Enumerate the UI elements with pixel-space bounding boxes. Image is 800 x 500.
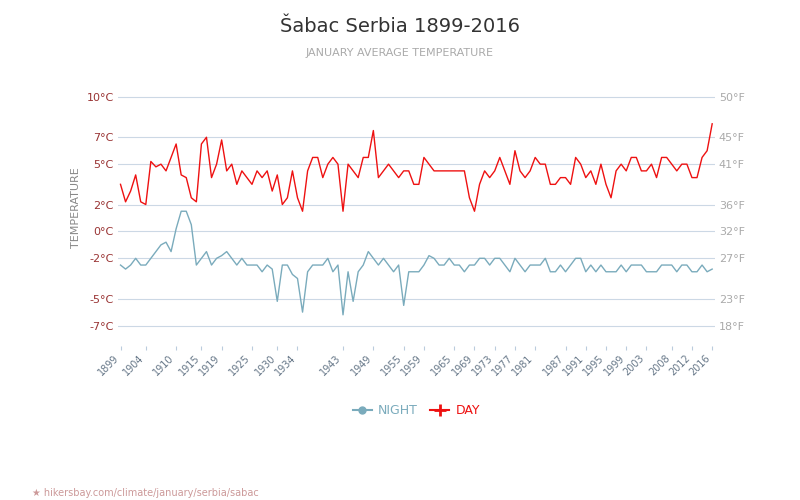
- Text: ★ hikersbay.com/climate/january/serbia/sabac: ★ hikersbay.com/climate/january/serbia/s…: [32, 488, 258, 498]
- Y-axis label: TEMPERATURE: TEMPERATURE: [71, 168, 81, 248]
- Text: JANUARY AVERAGE TEMPERATURE: JANUARY AVERAGE TEMPERATURE: [306, 48, 494, 58]
- Text: Šabac Serbia 1899-2016: Šabac Serbia 1899-2016: [280, 18, 520, 36]
- Legend: NIGHT, DAY: NIGHT, DAY: [348, 399, 485, 422]
